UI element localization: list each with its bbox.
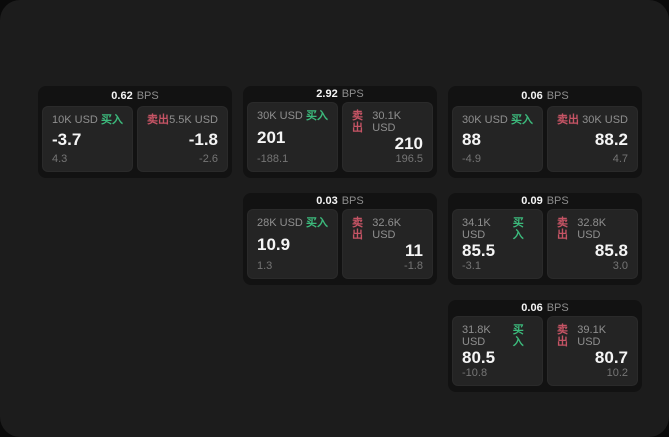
sell-side-label: 卖出 — [557, 114, 579, 126]
buy-price: 80.5 — [462, 348, 496, 367]
bps-value: 0.09 — [521, 194, 543, 207]
buy-delta: -4.9 — [462, 153, 481, 165]
sell-price: 88.2 — [594, 130, 628, 149]
buy-panel[interactable]: 31.8K USD 买入 80.5 -10.8 — [452, 316, 543, 386]
buy-side-label: 买入 — [306, 217, 328, 229]
buy-price: 201 — [257, 128, 286, 147]
sell-panel[interactable]: 卖出 30K USD 88.2 4.7 — [547, 106, 638, 172]
bps-value: 0.62 — [111, 89, 133, 102]
bps-unit-label: BPS — [136, 89, 159, 102]
sell-price: 11 — [405, 241, 423, 260]
sell-delta: 4.7 — [612, 153, 628, 165]
quote-card[interactable]: 0.09 BPS 34.1K USD 买入 85.5 -3.1 卖出 32.8K… — [448, 193, 642, 285]
quote-card[interactable]: 0.06 BPS 31.8K USD 买入 80.5 -10.8 卖出 39.1… — [448, 300, 642, 392]
buy-side-label: 买入 — [101, 114, 123, 126]
sell-side-label: 卖出 — [557, 217, 568, 241]
buy-panel[interactable]: 34.1K USD 买入 85.5 -3.1 — [452, 209, 543, 279]
buy-delta: -10.8 — [462, 367, 488, 379]
buy-delta: -3.1 — [462, 260, 481, 272]
bps-value: 2.92 — [316, 87, 338, 100]
bps-spread-header: 2.92 BPS — [243, 86, 437, 102]
sell-side-label: 卖出 — [352, 110, 363, 134]
sell-panel[interactable]: 卖出 30.1K USD 210 196.5 — [342, 102, 433, 172]
bps-value: 0.06 — [521, 89, 543, 102]
sell-side-label: 卖出 — [147, 114, 169, 126]
buy-side-label: 买入 — [511, 114, 533, 126]
buy-delta: 1.3 — [257, 260, 273, 272]
sell-price: 85.8 — [594, 241, 628, 260]
buy-amount: 28K USD — [257, 217, 303, 229]
buy-amount: 30K USD — [462, 114, 508, 126]
quote-card[interactable]: 2.92 BPS 30K USD 买入 201 -188.1 卖出 30.1K … — [243, 86, 437, 178]
sell-panel[interactable]: 卖出 5.5K USD -1.8 -2.6 — [137, 106, 228, 172]
buy-amount: 34.1K USD — [462, 217, 491, 241]
buy-amount: 10K USD — [52, 114, 98, 126]
sell-panel[interactable]: 卖出 32.6K USD 11 -1.8 — [342, 209, 433, 279]
bps-unit-label: BPS — [341, 87, 364, 100]
buy-panel[interactable]: 30K USD 买入 88 -4.9 — [452, 106, 543, 172]
sell-amount: 5.5K USD — [169, 114, 218, 126]
sell-amount: 32.6K USD — [372, 217, 402, 241]
sell-side-label: 卖出 — [557, 324, 568, 348]
sell-delta: 3.0 — [612, 260, 628, 272]
bps-spread-header: 0.06 BPS — [448, 86, 642, 106]
buy-price: 10.9 — [257, 235, 291, 254]
bps-spread-header: 0.62 BPS — [38, 86, 232, 106]
bps-value: 0.03 — [316, 194, 338, 207]
buy-amount: 30K USD — [257, 110, 303, 122]
buy-side-label: 买入 — [512, 324, 524, 348]
bps-spread-header: 0.03 BPS — [243, 193, 437, 209]
sell-delta: -1.8 — [404, 260, 423, 272]
sell-amount: 39.1K USD — [577, 324, 607, 348]
quote-cards-grid: 0.62 BPS 10K USD 买入 -3.7 4.3 卖出 5.5K USD — [38, 86, 642, 392]
sell-amount: 30K USD — [582, 114, 628, 126]
sell-delta: 196.5 — [395, 153, 423, 165]
quote-card[interactable]: 0.62 BPS 10K USD 买入 -3.7 4.3 卖出 5.5K USD — [38, 86, 232, 178]
bps-spread-header: 0.06 BPS — [448, 300, 642, 316]
bps-spread-header: 0.09 BPS — [448, 193, 642, 209]
sell-price: 210 — [394, 134, 423, 153]
bps-unit-label: BPS — [546, 301, 569, 314]
sell-side-label: 卖出 — [352, 217, 363, 241]
buy-delta: -188.1 — [257, 153, 289, 165]
sell-delta: 10.2 — [606, 367, 628, 379]
buy-price: 85.5 — [462, 241, 496, 260]
buy-panel[interactable]: 30K USD 买入 201 -188.1 — [247, 102, 338, 172]
quote-card[interactable]: 0.03 BPS 28K USD 买入 10.9 1.3 卖出 32.6K US… — [243, 193, 437, 285]
sell-price: -1.8 — [188, 130, 218, 149]
sell-price: 80.7 — [594, 348, 628, 367]
buy-price: 88 — [462, 130, 481, 149]
bps-unit-label: BPS — [341, 194, 364, 207]
buy-price: -3.7 — [52, 130, 82, 149]
sell-amount: 30.1K USD — [372, 110, 402, 134]
buy-panel[interactable]: 10K USD 买入 -3.7 4.3 — [42, 106, 133, 172]
buy-amount: 31.8K USD — [462, 324, 491, 348]
buy-delta: 4.3 — [52, 153, 68, 165]
quote-card[interactable]: 0.06 BPS 30K USD 买入 88 -4.9 卖出 30K USD — [448, 86, 642, 178]
sell-panel[interactable]: 卖出 39.1K USD 80.7 10.2 — [547, 316, 638, 386]
sell-delta: -2.6 — [199, 153, 218, 165]
bps-value: 0.06 — [521, 301, 543, 314]
sell-panel[interactable]: 卖出 32.8K USD 85.8 3.0 — [547, 209, 638, 279]
sell-amount: 32.8K USD — [577, 217, 607, 241]
bps-unit-label: BPS — [546, 194, 569, 207]
buy-side-label: 买入 — [306, 110, 328, 122]
bps-unit-label: BPS — [546, 89, 569, 102]
buy-panel[interactable]: 28K USD 买入 10.9 1.3 — [247, 209, 338, 279]
buy-side-label: 买入 — [512, 217, 524, 241]
